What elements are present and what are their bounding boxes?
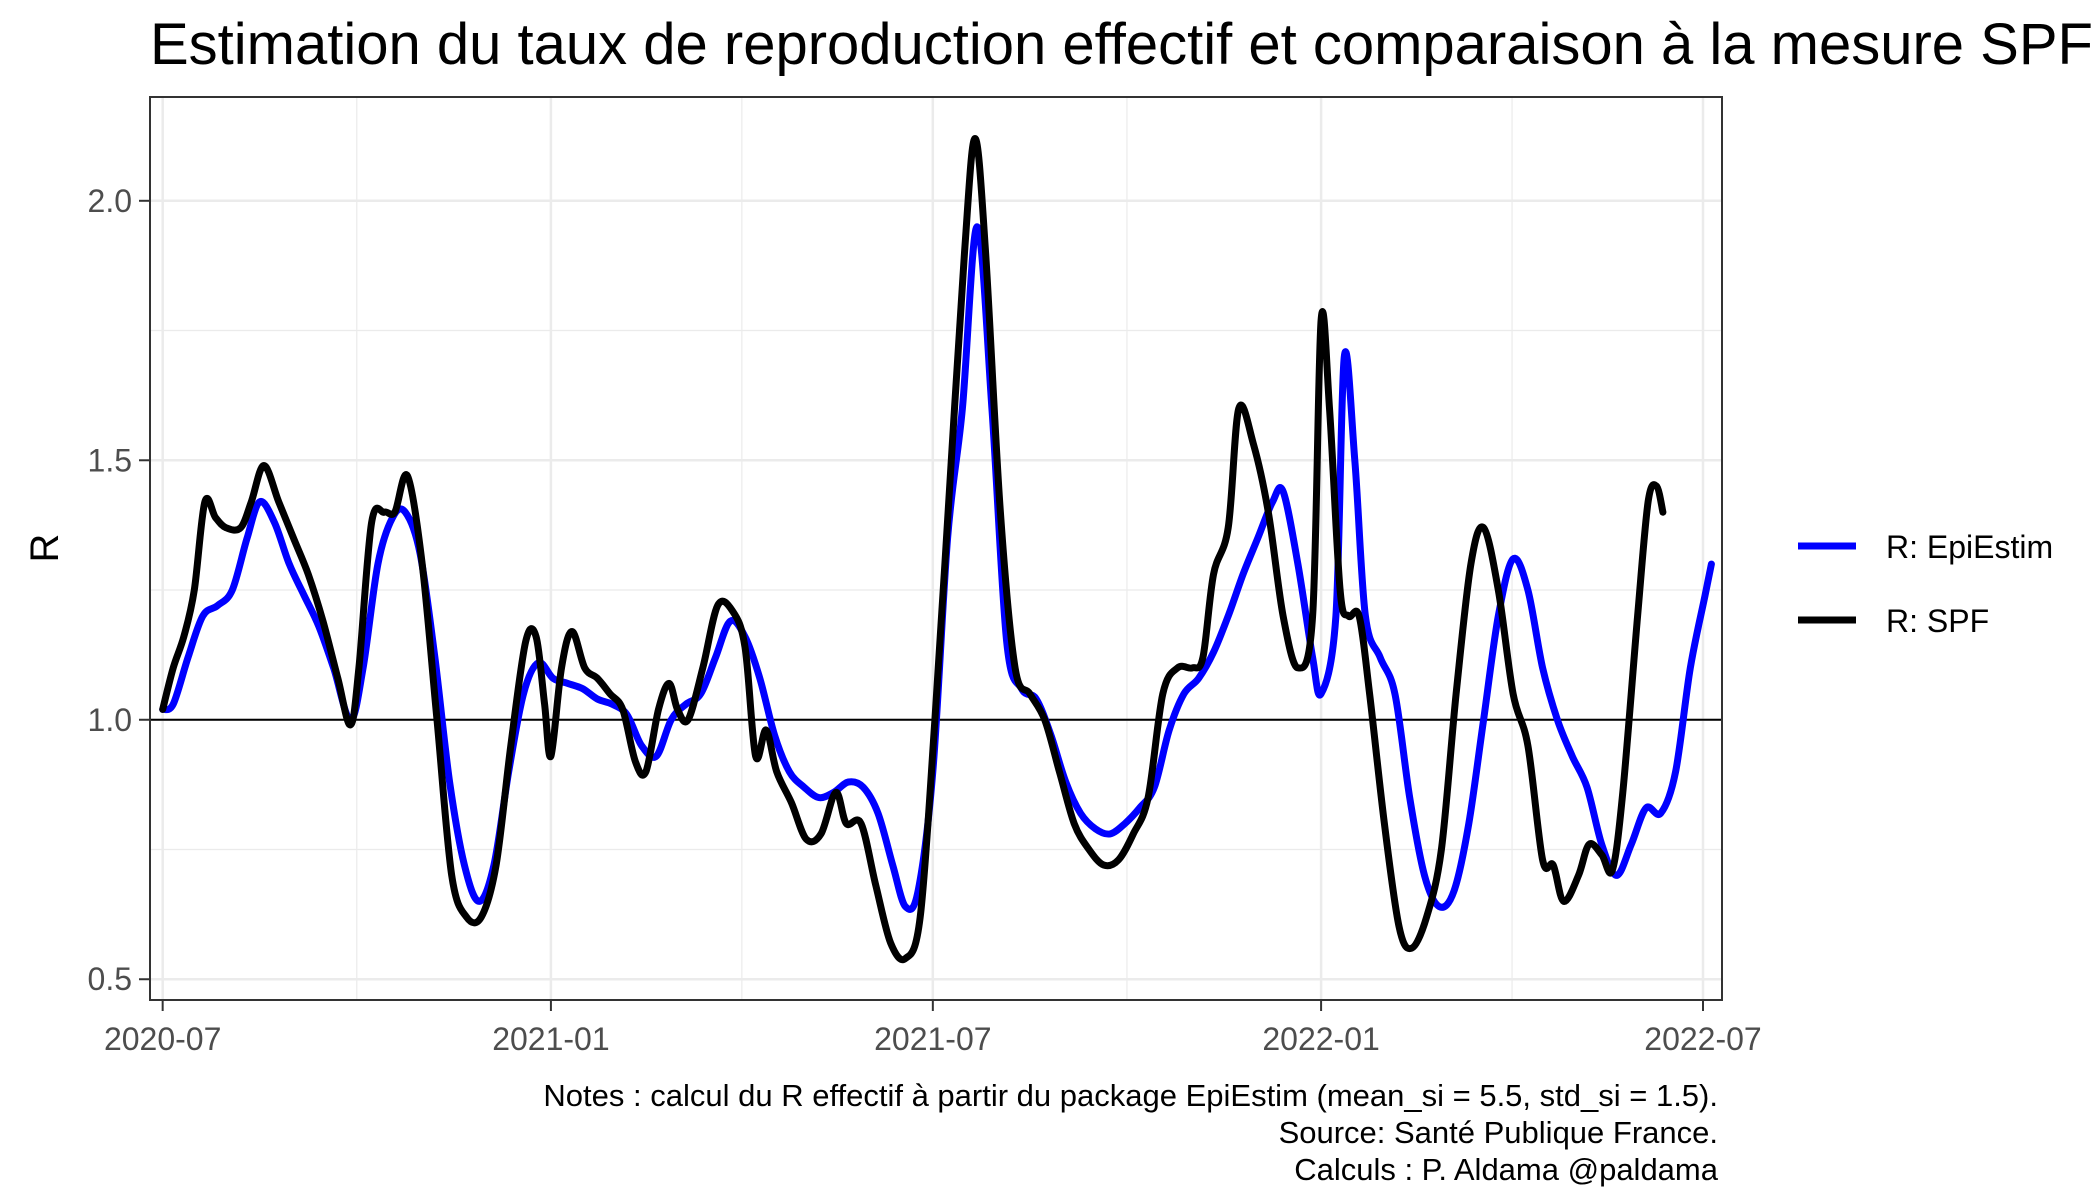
y-axis: 0.5 1.0 1.5 2.0 (88, 183, 150, 997)
notes: Notes : calcul du R effectif à partir du… (543, 1078, 1718, 1187)
series-layer (159, 135, 1715, 964)
y-tick-label: 1.0 (88, 702, 132, 738)
series-line-spf (159, 135, 1667, 964)
chart-title: Estimation du taux de reproduction effec… (150, 12, 2093, 77)
minor-gridlines (150, 97, 1722, 1000)
x-tick-label: 2022-01 (1262, 1021, 1379, 1057)
x-axis: 2020-07 2021-01 2021-07 2022-01 2022-07 (104, 1000, 1762, 1057)
x-tick-label: 2020-07 (104, 1021, 221, 1057)
note-line-source: Source: Santé Publique France. (1279, 1115, 1718, 1150)
x-tick-label: 2021-01 (492, 1021, 609, 1057)
series-line-epiestim (159, 223, 1715, 913)
y-tick-label: 2.0 (88, 183, 132, 219)
legend-label-spf: R: SPF (1886, 603, 1989, 639)
legend: R: EpiEstim R: SPF (1798, 529, 2053, 639)
x-tick-label: 2022-07 (1644, 1021, 1761, 1057)
y-tick-label: 1.5 (88, 442, 132, 478)
y-axis-title: R (23, 534, 67, 563)
y-tick-label: 0.5 (88, 961, 132, 997)
plot-panel-border (149, 96, 1723, 1001)
note-line-credits: Calculs : P. Aldama @paldama (1294, 1152, 1719, 1187)
x-tick-label: 2021-07 (874, 1021, 991, 1057)
legend-label-epiestim: R: EpiEstim (1886, 529, 2053, 565)
note-line-method: Notes : calcul du R effectif à partir du… (543, 1078, 1718, 1113)
